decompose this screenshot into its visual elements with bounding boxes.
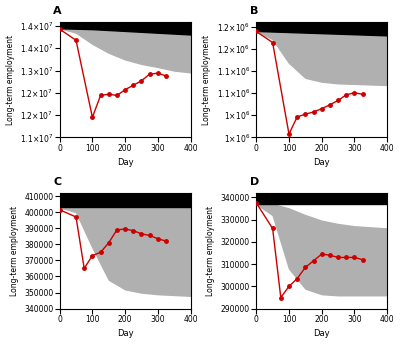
Y-axis label: Long-term employment: Long-term employment (202, 34, 211, 125)
Text: C: C (53, 177, 61, 187)
X-axis label: Day: Day (117, 158, 134, 167)
Text: D: D (250, 177, 259, 187)
Y-axis label: Long-term employment: Long-term employment (6, 34, 14, 125)
Text: B: B (250, 6, 258, 16)
X-axis label: Day: Day (117, 330, 134, 338)
Y-axis label: Long-term employment: Long-term employment (10, 206, 19, 296)
Text: A: A (53, 6, 62, 16)
X-axis label: Day: Day (313, 158, 330, 167)
Y-axis label: Long-term employment: Long-term employment (206, 206, 215, 296)
X-axis label: Day: Day (313, 330, 330, 338)
